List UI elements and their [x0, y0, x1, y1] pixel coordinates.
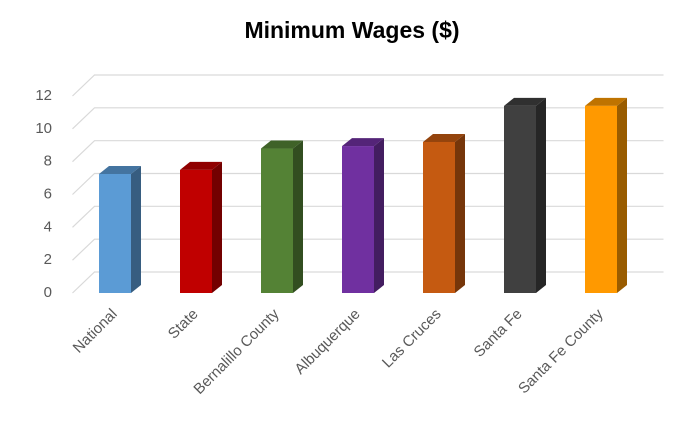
y-tick-label: 4 [44, 218, 52, 235]
grid-line [72, 74, 664, 97]
y-tick-label: 10 [35, 120, 52, 137]
x-tick-label: Santa Fe County [515, 305, 607, 397]
bar-top [261, 140, 303, 149]
bar [585, 105, 617, 293]
bar-top [585, 97, 627, 106]
grid-line [72, 205, 664, 228]
bar [342, 146, 374, 293]
y-tick-label: 8 [44, 153, 52, 170]
bar-top [342, 138, 384, 147]
bar-top [504, 97, 546, 106]
y-tick-label: 2 [44, 251, 52, 268]
bar-side [455, 133, 465, 293]
bar-top [99, 165, 141, 174]
bar-side [131, 165, 141, 293]
y-tick-label: 6 [44, 185, 52, 202]
bar [99, 173, 131, 293]
x-tick-label: National [70, 306, 121, 357]
x-tick-label: Las Cruces [379, 306, 445, 372]
grid-line [72, 271, 664, 294]
y-tick-label: 12 [35, 87, 52, 104]
x-tick-label: Albuquerque [291, 306, 363, 378]
grid-line [72, 238, 664, 261]
grid-line [72, 172, 664, 195]
bar [180, 169, 212, 293]
chart-title: Minimum Wages ($) [244, 17, 459, 43]
grid-line [72, 140, 664, 163]
x-tick-label: Bernalillo County [190, 305, 283, 398]
x-tick-label: Santa Fe [471, 306, 526, 361]
bar [504, 105, 536, 293]
bar-top [180, 161, 222, 170]
bar-top [423, 133, 465, 142]
bar-side [374, 138, 384, 293]
bar-side [617, 97, 627, 293]
bar [261, 148, 293, 293]
x-tick-label: State [165, 306, 202, 343]
bar-side [536, 97, 546, 293]
grid-line [72, 107, 664, 130]
bar [423, 141, 455, 293]
bar-side [212, 161, 222, 293]
bar-side [293, 140, 303, 293]
y-tick-label: 0 [44, 284, 52, 301]
